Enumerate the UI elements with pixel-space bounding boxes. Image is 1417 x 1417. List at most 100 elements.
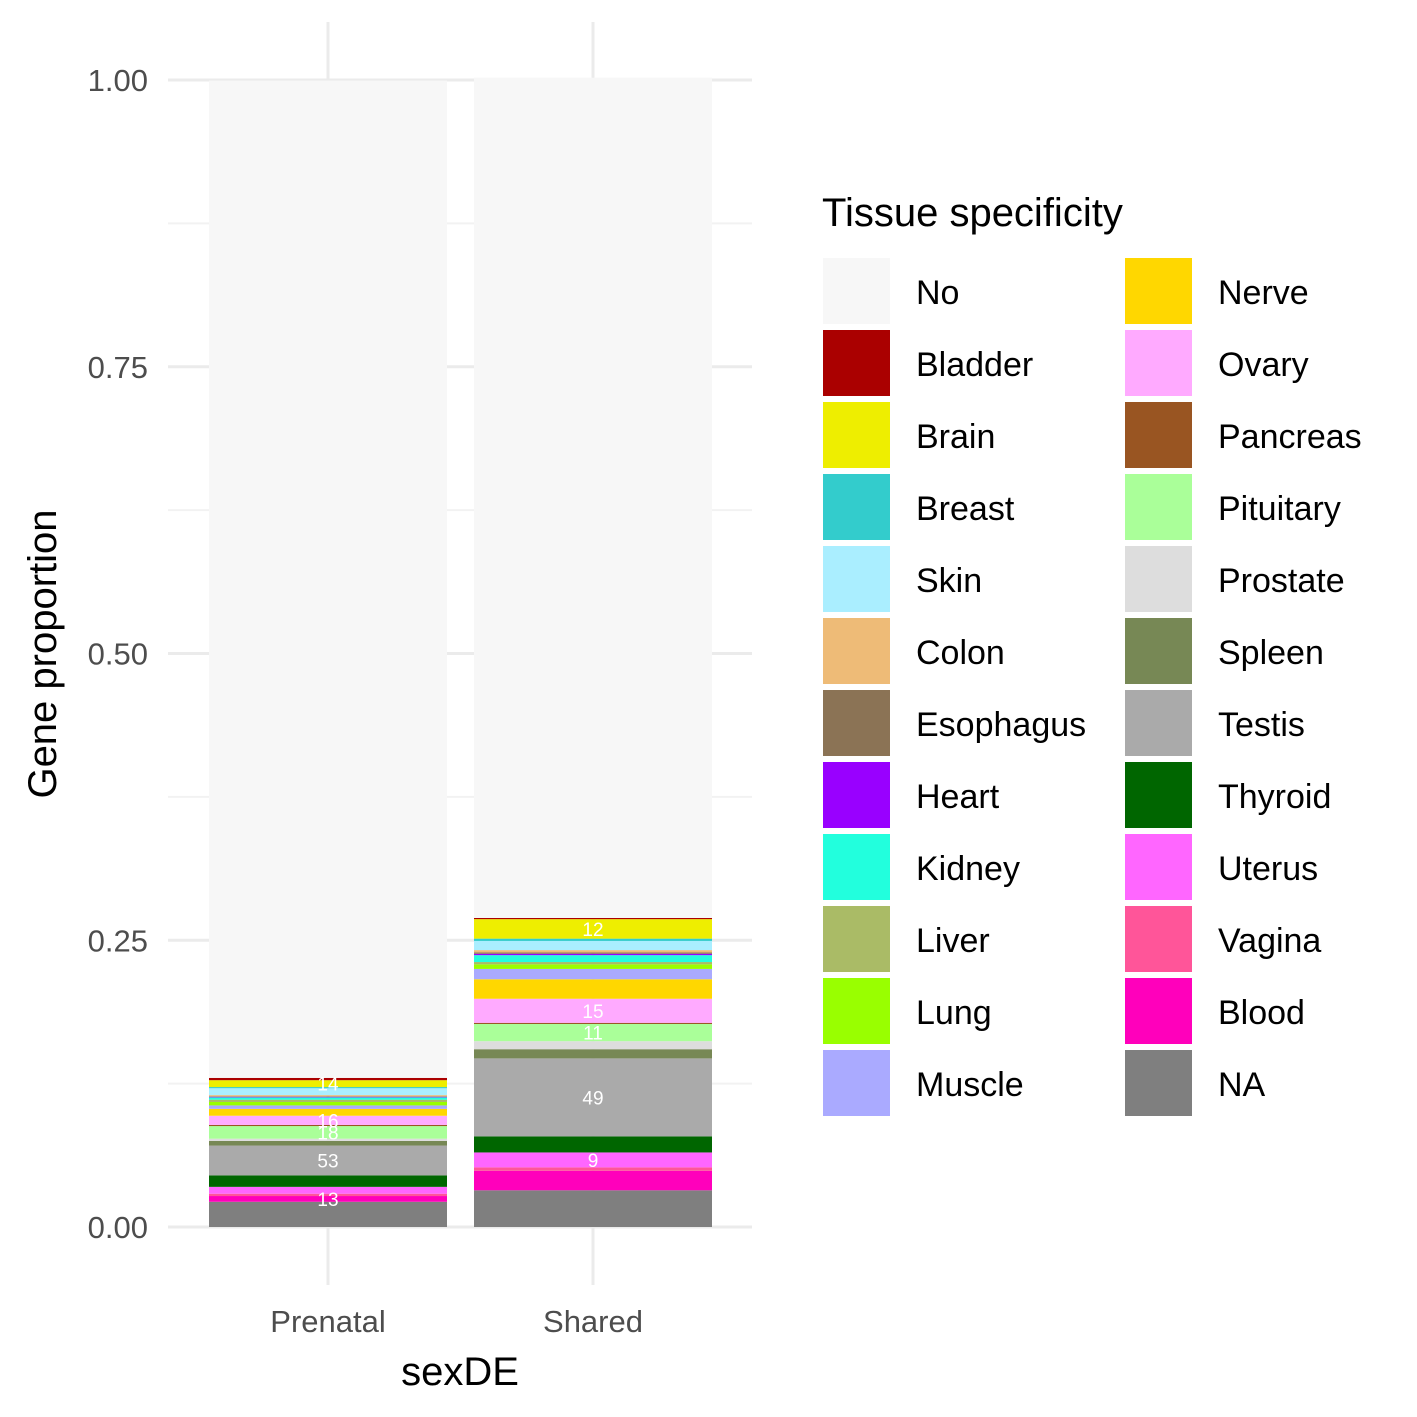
bar-segment-prenatal-spleen	[209, 1140, 447, 1146]
legend-swatch-pancreas	[1125, 402, 1192, 468]
legend-label-brain: Brain	[916, 418, 995, 456]
bar-segment-shared-muscle	[474, 968, 712, 980]
x-tick-label-prenatal: Prenatal	[270, 1304, 385, 1339]
bar-segment-shared-testis	[474, 1058, 712, 1137]
legend-swatch-liver	[823, 906, 890, 972]
bar-segment-shared-pituitary	[474, 1023, 712, 1042]
legend-label-breast: Breast	[916, 490, 1015, 528]
bar-segment-prenatal-prostate	[209, 1138, 447, 1141]
bar-segment-shared-esophagus	[474, 952, 712, 954]
legend-item-esophagus: Esophagus	[823, 690, 1086, 756]
legend-swatch-esophagus	[823, 690, 890, 756]
bar-segment-shared-nerve	[474, 979, 712, 999]
legend-swatch-uterus	[1125, 834, 1192, 900]
legend-item-breast: Breast	[823, 474, 1015, 540]
bar-segment-prenatal-muscle	[209, 1105, 447, 1109]
legend-swatch-ovary	[1125, 330, 1192, 396]
bar-segment-prenatal-nerve	[209, 1108, 447, 1116]
bar-segment-prenatal-no	[209, 80, 447, 1078]
bar-segment-shared-kidney	[474, 955, 712, 963]
legend-label-testis: Testis	[1218, 706, 1305, 744]
legend-swatch-bladder	[823, 330, 890, 396]
bar-segment-prenatal-uterus	[209, 1186, 447, 1194]
legend-label-esophagus: Esophagus	[916, 706, 1086, 744]
bar-segment-shared-no	[474, 77, 712, 918]
bar-segment-prenatal-kidney	[209, 1097, 447, 1100]
y-tick-label: 0.50	[88, 637, 148, 672]
x-axis-ticks: Prenatal Shared	[270, 1304, 643, 1339]
legend-label-ovary: Ovary	[1218, 346, 1309, 384]
segment-label-shared-ovary: 15	[582, 1002, 603, 1023]
legend-item-nerve: Nerve	[1125, 258, 1309, 324]
y-tick-label: 0.00	[88, 1210, 148, 1245]
bar-segment-shared-lung	[474, 964, 712, 969]
bar-segment-shared-blood	[474, 1170, 712, 1191]
bar-segment-prenatal-heart	[209, 1096, 447, 1098]
legend-swatch-thyroid	[1125, 762, 1192, 828]
legend-item-vagina: Vagina	[1125, 906, 1321, 972]
legend-label-blood: Blood	[1218, 994, 1305, 1032]
legend-label-skin: Skin	[916, 562, 982, 600]
legend-swatch-prostate	[1125, 546, 1192, 612]
bar-segment-shared-brain	[474, 919, 712, 939]
legend-swatch-blood	[1125, 978, 1192, 1044]
y-tick-label: 0.25	[88, 923, 148, 958]
bar-segment-prenatal-vagina	[209, 1193, 447, 1197]
legend-label-lung: Lung	[916, 994, 992, 1032]
bar-segment-prenatal-skin	[209, 1088, 447, 1096]
bars	[209, 77, 712, 1227]
bar-segment-shared-prostate	[474, 1041, 712, 1050]
legend-item-colon: Colon	[823, 618, 1005, 684]
bar-segment-shared-na	[474, 1190, 712, 1227]
segment-label-prenatal-blood: 13	[317, 1190, 338, 1211]
legend-label-vagina: Vagina	[1218, 922, 1321, 960]
legend-label-bladder: Bladder	[916, 346, 1033, 384]
bar-segment-prenatal-bladder	[209, 1077, 447, 1081]
legend-label-colon: Colon	[916, 634, 1005, 672]
legend-swatch-brain	[823, 402, 890, 468]
legend-item-brain: Brain	[823, 402, 995, 468]
bar-segment-shared-skin	[474, 940, 712, 951]
legend-item-kidney: Kidney	[823, 834, 1020, 900]
legend-swatch-breast	[823, 474, 890, 540]
legend-label-liver: Liver	[916, 922, 990, 960]
segment-label-prenatal-brain: 14	[317, 1075, 339, 1096]
legend-item-pituitary: Pituitary	[1125, 474, 1341, 540]
bar-segment-prenatal-lung	[209, 1101, 447, 1106]
legend-title: Tissue specificity	[822, 191, 1123, 235]
y-tick-label: 1.00	[88, 63, 148, 98]
bar-segment-shared-pancreas	[474, 1022, 712, 1024]
y-axis-ticks: 0.00 0.25 0.50 0.75 1.00	[88, 63, 148, 1245]
legend-item-no: No	[823, 258, 959, 324]
bar-segment-prenatal-ovary	[209, 1115, 447, 1125]
legend-item-blood: Blood	[1125, 978, 1305, 1044]
legend-item-uterus: Uterus	[1125, 834, 1318, 900]
legend-item-heart: Heart	[823, 762, 1000, 828]
legend-item-ovary: Ovary	[1125, 330, 1309, 396]
legend-swatch-testis	[1125, 690, 1192, 756]
legend-label-thyroid: Thyroid	[1218, 778, 1331, 816]
legend-item-thyroid: Thyroid	[1125, 762, 1331, 828]
bar-segment-shared-vagina	[474, 1167, 712, 1171]
legend-label-spleen: Spleen	[1218, 634, 1324, 672]
legend-label-prostate: Prostate	[1218, 562, 1345, 600]
bar-segment-prenatal-liver	[209, 1099, 447, 1102]
bar-segment-shared-uterus	[474, 1152, 712, 1168]
legend-swatch-lung	[823, 978, 890, 1044]
bar-segment-shared-ovary	[474, 998, 712, 1023]
legend-label-pancreas: Pancreas	[1218, 418, 1362, 456]
bar-segment-shared-thyroid	[474, 1136, 712, 1153]
bar-segment-prenatal-testis	[209, 1145, 447, 1176]
segment-label-shared-pituitary: 11	[583, 1024, 603, 1045]
legend-label-na: NA	[1218, 1066, 1266, 1104]
bar-segment-shared-heart	[474, 953, 712, 956]
legend-swatch-muscle	[823, 1050, 890, 1116]
legend-item-liver: Liver	[823, 906, 990, 972]
legend-item-skin: Skin	[823, 546, 982, 612]
legend-swatch-spleen	[1125, 618, 1192, 684]
bar-segment-prenatal-breast	[209, 1087, 447, 1089]
bar-segment-shared-liver	[474, 962, 712, 965]
legend-swatch-nerve	[1125, 258, 1192, 324]
